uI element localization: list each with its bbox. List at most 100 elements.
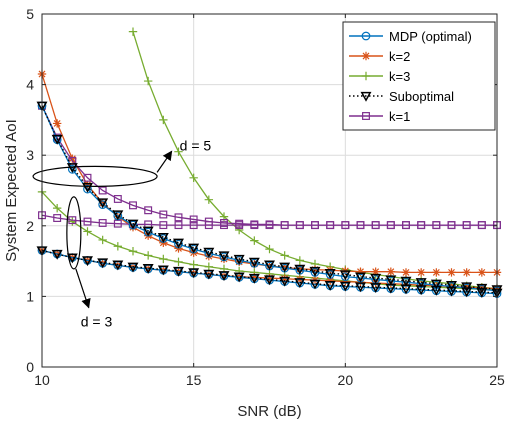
data-point-triangle [203, 269, 215, 280]
data-point-plus [280, 251, 289, 260]
data-point-square [83, 217, 92, 226]
data-point-square [402, 221, 410, 230]
data-point-triangle [370, 283, 382, 293]
d5-arrow [156, 150, 173, 173]
data-point-triangle [264, 275, 275, 286]
data-point-triangle [66, 253, 78, 264]
y-tick-label: 1 [26, 288, 34, 304]
data-point-triangle [188, 243, 200, 254]
data-point-plus [98, 235, 107, 245]
legend-label: k=1 [389, 109, 410, 124]
y-axis-label: System Expected AoI [3, 119, 20, 262]
x-tick-label: 20 [338, 372, 354, 388]
data-point-triangle [324, 268, 336, 279]
data-point-square [159, 210, 168, 219]
data-point-triangle [112, 210, 124, 221]
data-point-circle [361, 31, 371, 41]
data-point-plus [52, 203, 62, 213]
data-point-triangle [294, 278, 306, 289]
series-k-1 [38, 101, 501, 230]
data-point-triangle [324, 280, 336, 291]
data-point-circle [340, 272, 350, 282]
data-point-plus [159, 254, 168, 264]
data-point-triangle [82, 256, 93, 267]
data-point-plus [83, 227, 92, 236]
data-point-plus [361, 71, 371, 81]
legend: MDP (optimal) k=2 k=3 Suboptimal k=1 [342, 21, 496, 131]
x-tick-label: 15 [186, 372, 202, 388]
data-point-triangle [218, 271, 230, 281]
legend-entry: k=1 [349, 109, 410, 124]
y-tick-label: 4 [26, 77, 34, 93]
data-point-triangle [279, 262, 291, 273]
data-point-plus [143, 251, 153, 260]
data-point-triangle [430, 285, 442, 296]
series-line [41, 249, 498, 294]
data-point-square [220, 221, 228, 230]
data-point-square [83, 173, 92, 182]
data-point-square [265, 221, 274, 230]
data-point-triangle [400, 276, 412, 287]
legend-entry: MDP (optimal) [349, 29, 472, 44]
data-point-square [129, 201, 137, 210]
data-point-square [189, 215, 198, 224]
data-point-asterisk [265, 273, 274, 283]
data-point-triangle [173, 238, 184, 249]
annotations: d = 5 d = 3 [32, 137, 211, 330]
data-point-plus [159, 115, 168, 125]
data-point-triangle [248, 273, 260, 284]
d3-ellipse [66, 196, 82, 270]
data-point-square [98, 219, 107, 227]
data-point-asterisk [462, 283, 471, 292]
data-point-plus [143, 76, 153, 86]
legend-label: MDP (optimal) [389, 29, 472, 44]
data-point-asterisk [386, 267, 396, 276]
data-point-triangle [142, 226, 154, 237]
data-point-asterisk [371, 267, 380, 276]
d3-label: d = 3 [81, 314, 113, 330]
data-point-plus [250, 236, 259, 245]
data-point-asterisk [447, 268, 456, 277]
data-point-triangle [309, 266, 321, 277]
data-point-asterisk [356, 267, 365, 276]
data-point-circle [83, 184, 92, 194]
data-point-asterisk [325, 276, 335, 286]
data-point-triangle [203, 247, 215, 258]
data-point-plus [128, 247, 138, 256]
data-point-asterisk [401, 268, 411, 277]
data-point-square [159, 221, 168, 230]
data-point-asterisk [52, 119, 62, 128]
data-point-square [371, 221, 380, 230]
data-point-square [362, 112, 370, 120]
data-point-triangle [339, 281, 351, 292]
data-point-triangle [370, 273, 382, 284]
data-point-square [53, 214, 62, 222]
data-point-circle [98, 200, 108, 209]
y-tick-label: 3 [26, 147, 34, 163]
y-tick-label: 2 [26, 218, 34, 234]
data-point-square [356, 221, 365, 230]
data-point-square [341, 221, 350, 230]
data-point-asterisk [280, 263, 289, 272]
data-point-square [477, 221, 486, 230]
data-point-triangle [51, 134, 63, 145]
data-point-square [295, 221, 304, 230]
data-point-plus [204, 262, 214, 271]
data-point-square [189, 221, 198, 230]
data-point-circle [67, 164, 77, 174]
data-point-square [98, 186, 107, 195]
data-point-asterisk [295, 264, 305, 274]
series-suboptimal [36, 101, 503, 299]
ticks: 10 15 20 25 0 1 2 3 4 5 [26, 6, 505, 388]
data-point-triangle [233, 254, 245, 265]
data-point-asterisk [250, 259, 259, 269]
data-point-plus [204, 195, 214, 204]
data-point-plus [174, 257, 183, 267]
data-point-asterisk [462, 268, 471, 277]
legend-entry: Suboptimal [349, 89, 454, 104]
series-line [41, 105, 498, 291]
data-point-asterisk [432, 268, 441, 277]
data-point-asterisk [280, 274, 289, 283]
data-point-triangle [339, 270, 351, 281]
